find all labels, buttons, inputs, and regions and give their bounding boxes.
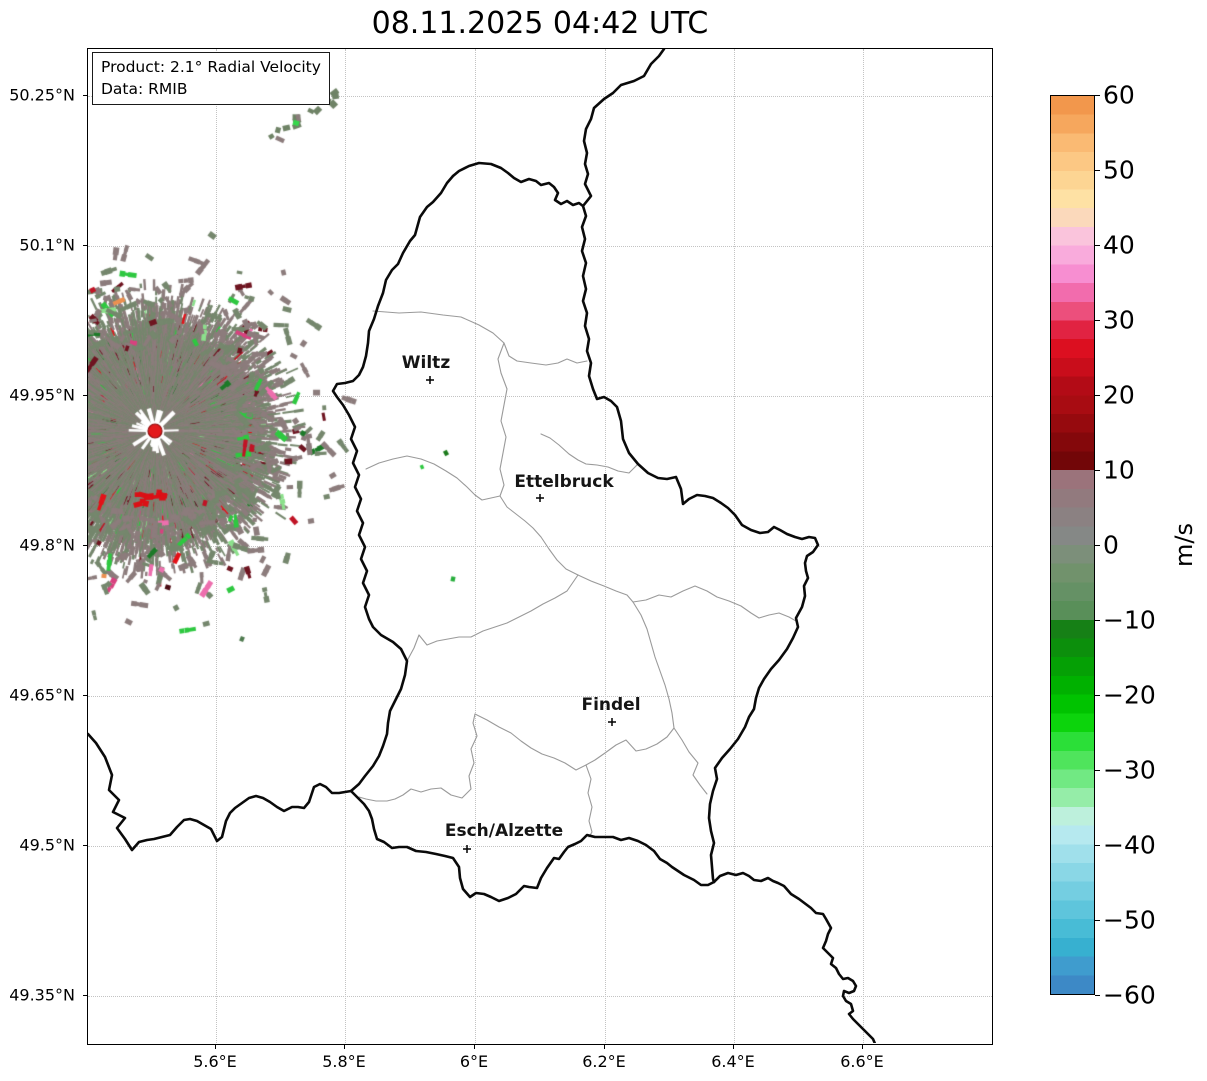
- district-border-line: [406, 574, 579, 662]
- district-border-line: [540, 433, 639, 474]
- city-label: Findel: [581, 695, 641, 715]
- x-tick-mark: [733, 1045, 734, 1049]
- colorbar-tick-label: −20: [1103, 680, 1156, 710]
- x-tick-label: 5.8°E: [322, 1052, 366, 1071]
- colorbar-tick-mark: [1095, 245, 1100, 247]
- x-tick-label: 5.6°E: [193, 1052, 237, 1071]
- colorbar-tick-label: 30: [1103, 305, 1135, 335]
- colorbar-tick-label: 20: [1103, 380, 1135, 410]
- city-label: Esch/Alzette: [444, 821, 564, 841]
- district-border-line: [585, 764, 593, 838]
- map-plot-clip: Wiltz Ettelbruck Findel Esch/Alzette Produc…: [88, 49, 992, 1043]
- colorbar-tick-mark: [1095, 695, 1100, 697]
- colorbar-tick-mark: [1095, 395, 1100, 397]
- colorbar-tick-mark: [1095, 845, 1100, 847]
- colorbar-tick-label: 40: [1103, 230, 1135, 260]
- country-border-line: [451, 161, 585, 208]
- colorbar-tick-mark: [1095, 95, 1100, 97]
- map-plot-area: Wiltz Ettelbruck Findel Esch/Alzette Produc…: [87, 48, 993, 1045]
- colorbar-gradient: [1051, 96, 1094, 994]
- colorbar-tick-label: −40: [1103, 830, 1156, 860]
- colorbar-tick-mark: [1095, 995, 1100, 997]
- colorbar-tick-mark: [1095, 170, 1100, 172]
- colorbar: [1050, 95, 1095, 995]
- district-border-line: [365, 455, 501, 501]
- colorbar-tick-label: −60: [1103, 980, 1156, 1010]
- country-border-line: [331, 174, 455, 793]
- district-border-line: [358, 713, 478, 802]
- district-border-line: [632, 585, 797, 622]
- colorbar-tick-label: 0: [1103, 530, 1119, 560]
- y-tick-mark: [83, 95, 87, 96]
- city-label: Wiltz: [401, 353, 451, 373]
- district-border-line: [372, 310, 588, 366]
- city-label: Ettelbruck: [514, 472, 614, 492]
- colorbar-tick-label: 10: [1103, 455, 1135, 485]
- map-borders-layer: [88, 49, 877, 1043]
- y-tick-label: 49.35°N: [9, 985, 75, 1005]
- colorbar-tick-label: 60: [1103, 80, 1135, 110]
- colorbar-tick-mark: [1095, 770, 1100, 772]
- x-tick-mark: [215, 1045, 216, 1049]
- colorbar-tick-mark: [1095, 470, 1100, 472]
- x-tick-mark: [474, 1045, 475, 1049]
- country-border-line: [349, 789, 716, 903]
- colorbar-unit-label: m/s: [1169, 523, 1198, 567]
- district-border-line: [474, 601, 675, 771]
- colorbar-tick-label: 50: [1103, 155, 1135, 185]
- y-tick-label: 49.8°N: [19, 535, 75, 555]
- country-border-line: [580, 204, 820, 884]
- annotation-product-line: Product: 2.1° Radial Velocity: [101, 58, 321, 76]
- y-tick-mark: [83, 245, 87, 246]
- y-tick-label: 49.95°N: [9, 385, 75, 405]
- product-annotation-box: Product: 2.1° Radial Velocity Data: RMIB: [92, 52, 330, 105]
- colorbar-tick-label: −50: [1103, 905, 1156, 935]
- x-tick-label: 6.4°E: [711, 1052, 755, 1071]
- figure-title: 08.11.2025 04:42 UTC: [371, 6, 709, 41]
- y-tick-mark: [83, 545, 87, 546]
- x-tick-label: 6°E: [459, 1052, 489, 1071]
- district-border-line: [673, 727, 708, 795]
- colorbar-tick-mark: [1095, 545, 1100, 547]
- y-tick-mark: [83, 845, 87, 846]
- city-marker-icon: [536, 494, 544, 502]
- district-border-line: [497, 342, 634, 603]
- colorbar-tick-mark: [1095, 920, 1100, 922]
- city-marker-icon: [426, 376, 434, 384]
- country-border-line: [581, 49, 666, 208]
- country-border-line: [88, 732, 353, 852]
- x-tick-mark: [862, 1045, 863, 1049]
- y-tick-mark: [83, 395, 87, 396]
- colorbar-tick-label: −10: [1103, 605, 1156, 635]
- x-tick-label: 6.2°E: [582, 1052, 626, 1071]
- city-marker-icon: [463, 845, 471, 853]
- country-border-line: [712, 871, 877, 1043]
- city-marker-icon: [608, 718, 616, 726]
- x-tick-mark: [344, 1045, 345, 1049]
- y-tick-mark: [83, 695, 87, 696]
- colorbar-tick-mark: [1095, 320, 1100, 322]
- x-tick-mark: [604, 1045, 605, 1049]
- annotation-data-line: Data: RMIB: [101, 80, 188, 98]
- y-tick-label: 50.25°N: [9, 85, 75, 105]
- x-tick-label: 6.6°E: [840, 1052, 884, 1071]
- y-tick-label: 49.65°N: [9, 685, 75, 705]
- y-tick-mark: [83, 995, 87, 996]
- colorbar-tick-label: −30: [1103, 755, 1156, 785]
- y-tick-label: 50.1°N: [19, 235, 75, 255]
- y-tick-label: 49.5°N: [19, 835, 75, 855]
- colorbar-tick-mark: [1095, 620, 1100, 622]
